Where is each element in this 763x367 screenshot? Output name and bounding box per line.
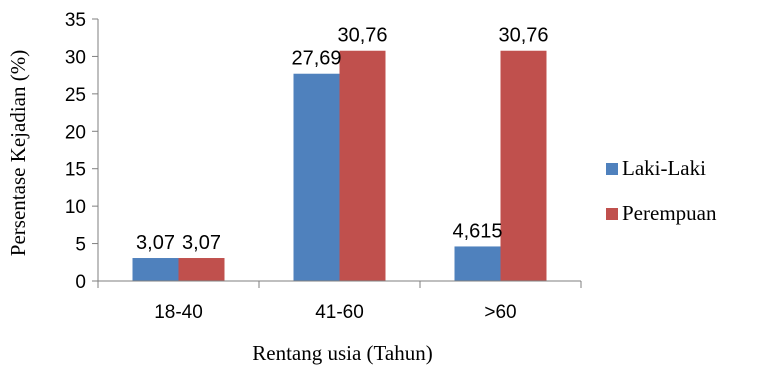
bar [339,50,386,282]
data-label: 3,07 [182,232,221,254]
bar [132,258,179,281]
y-tick-label: 25 [65,85,86,106]
x-axis-ticks: 18-40 41-60 >60 [97,281,582,323]
y-tick-label: 30 [65,47,86,68]
bar [454,246,501,281]
legend-swatch [606,163,618,175]
bar [178,258,225,281]
data-label: 3,07 [136,232,175,254]
bars [132,50,547,282]
x-tick-label: 18-40 [154,302,203,323]
data-label: 4,615 [452,220,502,242]
y-tick-label: 10 [65,197,86,218]
y-axis-ticks: 0 5 10 15 20 25 30 35 [65,10,98,293]
x-tick-label: >60 [484,302,516,323]
data-labels: 3,07 27,69 4,615 3,07 30,76 30,76 [136,25,549,254]
y-axis-title: Persentase Kejadian (%) [6,50,30,256]
data-label: 30,76 [337,25,387,47]
x-tick-label: 41-60 [315,302,364,323]
legend-swatch [606,208,618,220]
legend-label: Perempuan [622,201,717,225]
y-tick-label: 20 [65,122,86,143]
bar [500,50,547,282]
bar [293,73,340,281]
x-axis-title: Rentang usia (Tahun) [252,341,432,365]
y-tick-label: 5 [75,235,86,256]
y-tick-label: 15 [65,160,86,181]
y-tick-label: 0 [75,272,86,293]
legend: Laki-Laki Perempuan [606,156,717,225]
data-label: 30,76 [498,25,548,47]
y-tick-label: 35 [65,10,86,31]
legend-label: Laki-Laki [622,156,706,180]
data-label: 27,69 [291,48,341,70]
